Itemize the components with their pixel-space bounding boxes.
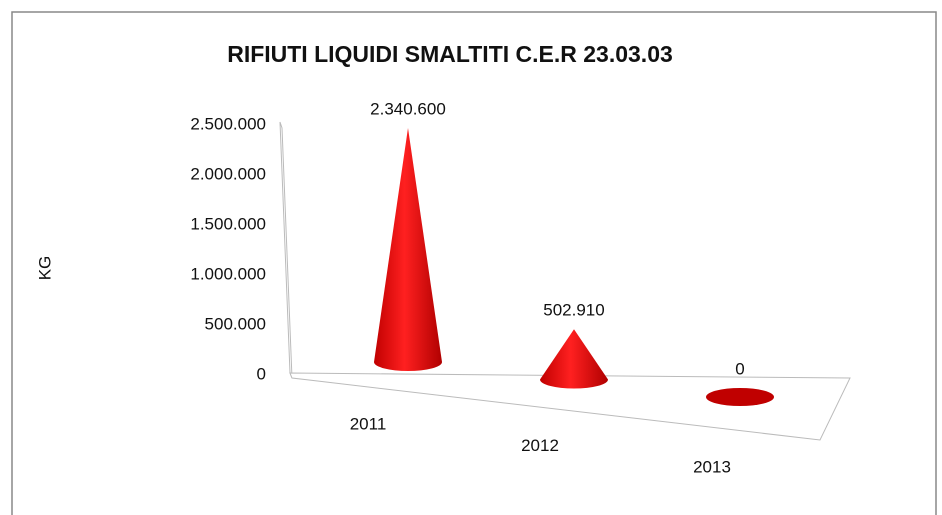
cone [374, 127, 442, 371]
x-tick-label: 2013 [693, 457, 731, 476]
chart-border [11, 11, 937, 515]
x-tick-label: 2011 [350, 414, 387, 433]
y-tick-label: 0 [257, 364, 266, 383]
y-tick-label: 2.000.000 [190, 164, 266, 183]
y-tick-label: 1.500.000 [190, 214, 266, 233]
value-label: 502.910 [543, 301, 604, 320]
value-label: 0 [735, 359, 744, 378]
y-axis-label: KG [35, 256, 54, 281]
value-label: 2.340.600 [370, 99, 446, 118]
y-tick-label: 2.500.000 [190, 114, 266, 133]
floor [289, 372, 851, 441]
y-tick-label: 1.000.000 [190, 264, 266, 283]
x-tick-label: 2012 [521, 436, 559, 455]
cone [706, 388, 774, 406]
cone [540, 329, 608, 389]
y-tick-label: 500.000 [205, 314, 266, 333]
chart-title: RIFIUTI LIQUIDI SMALTITI C.E.R 23.03.03 [227, 41, 673, 67]
